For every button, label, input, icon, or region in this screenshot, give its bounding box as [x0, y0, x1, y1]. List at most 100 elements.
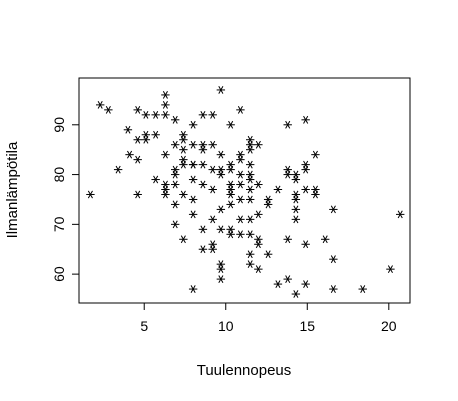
- data-point: [151, 130, 160, 139]
- data-point: [216, 225, 226, 234]
- data-point: [329, 205, 338, 214]
- data-point: [171, 140, 180, 149]
- data-point: [283, 275, 292, 283]
- data-point: [246, 215, 255, 224]
- data-point: [179, 235, 188, 244]
- data-point: [171, 200, 180, 209]
- data-point: [291, 215, 301, 224]
- data-point: [171, 180, 180, 189]
- data-point: [216, 265, 226, 274]
- data-points: [86, 86, 405, 298]
- data-point: [198, 145, 208, 154]
- data-point: [301, 115, 310, 124]
- data-point: [161, 190, 170, 199]
- data-point: [246, 195, 255, 204]
- data-point: [311, 190, 320, 199]
- data-point: [198, 225, 208, 234]
- data-point: [329, 255, 338, 264]
- x-axis: 5 10 15 20: [140, 303, 397, 334]
- data-point: [179, 130, 188, 139]
- data-point: [216, 86, 226, 94]
- data-point: [396, 210, 405, 219]
- data-point: [263, 250, 273, 259]
- plot-area-frame: [78, 77, 411, 304]
- data-point: [301, 280, 310, 288]
- data-point: [123, 125, 133, 134]
- data-point: [161, 91, 170, 99]
- x-axis-title: Tuulennopeus: [197, 362, 292, 379]
- x-tick-label: 10: [218, 318, 234, 334]
- data-point: [133, 135, 142, 144]
- data-point: [236, 105, 245, 114]
- data-point: [141, 110, 151, 119]
- y-tick-label: 60: [51, 266, 67, 282]
- data-point: [208, 140, 217, 149]
- data-point: [151, 175, 160, 184]
- data-point: [226, 165, 235, 174]
- data-point: [236, 215, 245, 224]
- data-point: [208, 165, 217, 174]
- data-point: [198, 160, 208, 169]
- data-point: [226, 230, 235, 239]
- data-point: [151, 110, 160, 119]
- data-point: [263, 200, 273, 209]
- data-point: [273, 280, 283, 288]
- data-point: [104, 105, 113, 114]
- data-point: [113, 165, 123, 174]
- x-tick-label: 5: [140, 318, 148, 334]
- data-point: [236, 170, 245, 179]
- data-point: [161, 110, 170, 119]
- data-point: [386, 265, 395, 274]
- data-point: [188, 140, 198, 149]
- data-point: [188, 120, 198, 129]
- data-point: [236, 230, 245, 239]
- x-tick-label: 20: [381, 318, 397, 334]
- data-point: [321, 235, 330, 244]
- data-point: [291, 205, 301, 214]
- y-axis: 60 70 80 90: [51, 117, 79, 282]
- data-point: [254, 210, 263, 219]
- data-point: [216, 275, 226, 283]
- data-point: [254, 240, 263, 249]
- data-point: [171, 220, 180, 229]
- data-point: [291, 195, 301, 204]
- data-point: [179, 145, 188, 154]
- data-point: [254, 180, 263, 189]
- data-point: [236, 195, 245, 204]
- data-point: [291, 290, 301, 298]
- data-point: [283, 170, 292, 179]
- data-point: [198, 110, 208, 119]
- data-point: [125, 150, 134, 159]
- y-axis-title: Ilmanlämpötila: [4, 141, 21, 238]
- data-point: [161, 150, 170, 159]
- data-point: [254, 265, 263, 274]
- data-point: [246, 185, 255, 194]
- data-point: [208, 215, 217, 224]
- data-point: [301, 240, 310, 249]
- data-point: [171, 170, 180, 179]
- y-tick-label: 80: [51, 167, 67, 183]
- data-point: [226, 190, 235, 199]
- data-point: [246, 160, 255, 169]
- data-point: [291, 175, 301, 184]
- data-point: [216, 205, 226, 214]
- data-point: [226, 200, 235, 209]
- data-point: [133, 155, 142, 164]
- data-point: [208, 185, 217, 194]
- data-point: [86, 190, 95, 199]
- data-point: [301, 185, 310, 194]
- data-point: [161, 100, 170, 109]
- y-tick-label: 70: [51, 216, 67, 232]
- data-point: [179, 160, 188, 169]
- data-point: [198, 245, 208, 254]
- data-point: [188, 175, 198, 184]
- data-point: [273, 185, 283, 194]
- data-point: [236, 155, 245, 164]
- data-point: [216, 150, 226, 159]
- data-point: [188, 285, 198, 293]
- data-point: [246, 145, 255, 154]
- data-point: [188, 160, 198, 169]
- data-point: [236, 180, 245, 189]
